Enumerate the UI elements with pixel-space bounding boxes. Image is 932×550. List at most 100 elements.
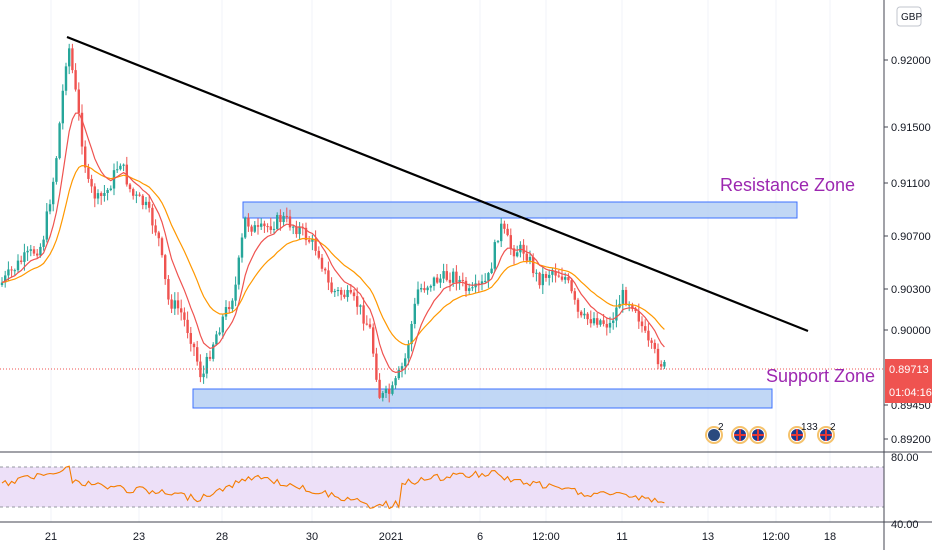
flag-icon[interactable]: 2 [705, 422, 724, 444]
candle-body [20, 260, 23, 262]
candle-body [634, 308, 637, 312]
candle-body [448, 279, 452, 283]
candle-body [333, 291, 336, 293]
candle-body [346, 290, 349, 298]
time-tick-label: 21 [45, 531, 57, 543]
candle-body [148, 201, 151, 208]
candle-body [471, 287, 474, 289]
candle-body [372, 327, 375, 354]
candle-body [480, 281, 484, 285]
candle-body [0, 282, 4, 285]
candle-body [375, 353, 378, 380]
candle-body [311, 238, 314, 242]
candle-body [631, 304, 634, 309]
candle-body [308, 240, 311, 242]
price-tick-label: 0.91500 [891, 122, 931, 134]
candle-body [349, 290, 352, 293]
trendline[interactable] [66, 35, 809, 333]
candle-body [144, 201, 148, 206]
economic-events[interactable]: 2 133 2 [705, 422, 836, 444]
candle-body [490, 268, 493, 274]
candle-body [279, 215, 282, 223]
candle-body [538, 272, 541, 286]
candle-body [288, 216, 292, 228]
price-tick-label: 0.90300 [891, 284, 931, 296]
candle-body [157, 232, 160, 239]
candle-body [589, 319, 592, 324]
candle-body [413, 303, 416, 324]
candle-body [151, 207, 154, 226]
time-tick-label: 2021 [379, 531, 403, 543]
candle-body [429, 286, 432, 288]
candle-body [439, 278, 442, 283]
candle-body [394, 378, 397, 386]
candle-body [557, 275, 560, 277]
candle-body [644, 326, 647, 331]
candle-body [295, 226, 298, 235]
candle-body [285, 215, 288, 217]
candle-body [282, 215, 285, 223]
candle-body [189, 333, 192, 344]
candle-body [212, 344, 215, 359]
price-tick-label: 0.90700 [891, 231, 931, 243]
resistance-zone[interactable] [242, 201, 798, 219]
time-tick-label: 11 [616, 531, 627, 543]
candle-body [551, 271, 554, 275]
candle-body [224, 307, 228, 317]
candle-body [160, 238, 164, 256]
candle-body [186, 319, 189, 334]
candle-body [183, 312, 186, 320]
candle-body [272, 228, 276, 230]
time-axis[interactable]: 21 23 28 30 2021 6 12:00 11 13 12:00 18 [45, 531, 836, 543]
candle-body [260, 223, 263, 227]
candle-body [84, 146, 87, 168]
candle-body [45, 211, 48, 240]
time-tick-label: 23 [133, 531, 145, 543]
support-zone[interactable] [192, 388, 773, 409]
candle-body [154, 225, 157, 233]
candle-body [650, 340, 653, 343]
candle-body [237, 257, 240, 285]
currency-button[interactable]: GBP [896, 6, 922, 27]
candle-body [352, 292, 356, 297]
candle-body [621, 289, 624, 304]
price-axis[interactable]: 0.92000 0.91500 0.91100 0.90700 0.90300 0.900… [884, 55, 931, 446]
candle-body [532, 256, 535, 274]
candle-body [583, 313, 586, 316]
candle-body [624, 289, 628, 305]
candle-body [32, 249, 36, 254]
candle-body [381, 393, 384, 398]
candle-body [135, 194, 138, 196]
candle-body [71, 48, 74, 71]
uk-flag-icon[interactable]: 133 [788, 422, 818, 444]
rsi-axis-label: 80.00 [891, 452, 919, 464]
candle-body [592, 318, 596, 324]
candle-body [112, 170, 116, 189]
candle-body [503, 223, 506, 229]
candle-body [100, 193, 103, 196]
candle-body [586, 313, 589, 320]
candle-body [29, 249, 32, 251]
candle-body [173, 300, 176, 309]
uk-flag-icon[interactable] [749, 426, 767, 444]
uk-flag-icon[interactable]: 2 [817, 422, 836, 444]
candle-body [509, 235, 512, 249]
uk-flag-icon[interactable] [731, 426, 749, 444]
candle-body [132, 189, 135, 196]
resistance-zone-label: Resistance Zone [720, 175, 855, 195]
candle-body [522, 244, 525, 254]
time-tick-label: 28 [216, 531, 228, 543]
candle-body [554, 271, 557, 276]
price-tick-label: 0.91100 [891, 178, 930, 190]
candle-body [404, 358, 407, 367]
candle-body [93, 186, 96, 199]
candle-body [141, 195, 144, 206]
candle-body [362, 305, 365, 324]
candle-body [80, 112, 84, 147]
candle-body [397, 369, 400, 379]
time-tick-label: 12:00 [532, 531, 560, 543]
candle-body [576, 299, 580, 312]
candle-body [234, 284, 237, 301]
candle-body [208, 356, 212, 359]
